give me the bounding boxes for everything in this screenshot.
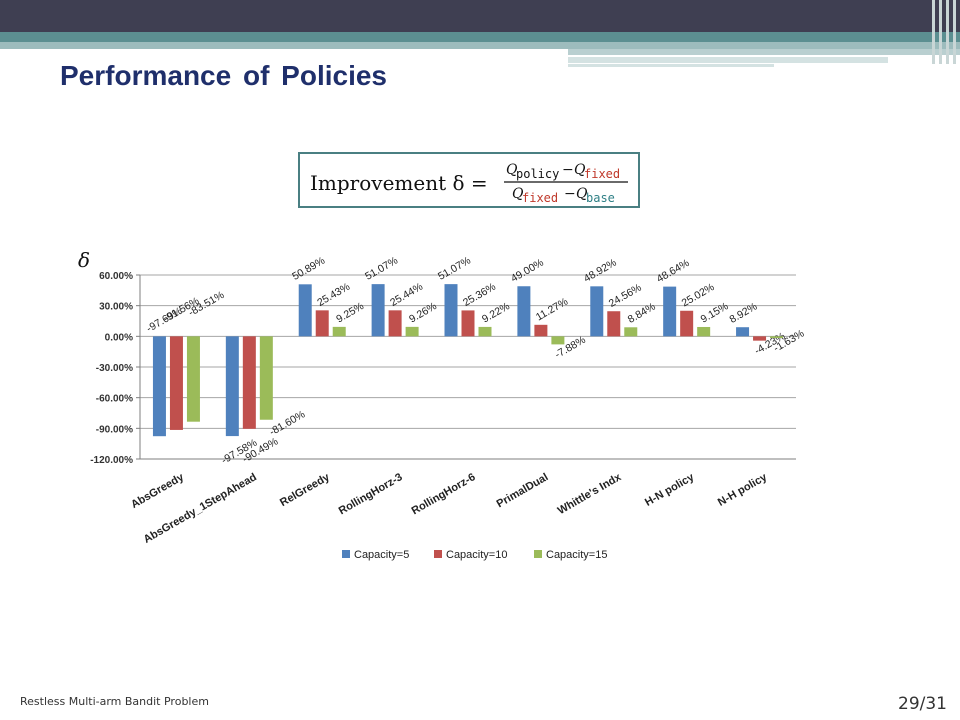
formula-den-q1: Q bbox=[512, 186, 524, 202]
y-tick-label: -120.00% bbox=[90, 455, 133, 466]
bar-capacity-15 bbox=[332, 326, 346, 337]
data-label: 11.27% bbox=[534, 296, 570, 324]
data-label: 25.36% bbox=[461, 281, 498, 309]
formula-den-q2: Q bbox=[576, 186, 588, 202]
formula-den-minus: − bbox=[564, 186, 576, 202]
bar-capacity-5 bbox=[663, 286, 677, 337]
y-tick-label: 60.00% bbox=[99, 271, 133, 282]
bar-capacity-5 bbox=[225, 336, 239, 437]
formula-lhs: Improvement δ = bbox=[310, 171, 488, 195]
bar-capacity-5 bbox=[444, 284, 458, 337]
formula-num-sub1: policy bbox=[516, 167, 559, 181]
y-tick-label: -30.00% bbox=[96, 363, 133, 374]
bar-capacity-5 bbox=[371, 284, 385, 337]
improvement-formula-box: Improvement δ = Q policy − Q fixed Q fix… bbox=[298, 152, 640, 208]
bar-capacity-15 bbox=[551, 336, 565, 345]
x-category-label: RollingHorz-6 bbox=[410, 471, 478, 517]
data-label: -1.63% bbox=[772, 328, 807, 355]
data-label: 49.00% bbox=[509, 257, 546, 285]
x-category-label: RelGreedy bbox=[278, 471, 332, 509]
data-label: 25.02% bbox=[680, 281, 717, 309]
y-tick-label: -90.00% bbox=[96, 424, 133, 435]
bar-capacity-15 bbox=[259, 336, 273, 420]
legend-swatch bbox=[434, 550, 442, 558]
x-category-label: N-H policy bbox=[716, 471, 770, 509]
data-label: 8.84% bbox=[626, 301, 658, 326]
header-accent-band-2 bbox=[568, 57, 888, 63]
header-accent-band bbox=[568, 49, 960, 55]
bar-capacity-10 bbox=[169, 336, 183, 430]
legend-label: Capacity=10 bbox=[446, 549, 507, 561]
header-dark-bar bbox=[0, 0, 960, 32]
data-label: 25.44% bbox=[388, 281, 425, 309]
data-label: -81.60% bbox=[267, 408, 307, 438]
bar-capacity-10 bbox=[607, 311, 621, 337]
data-label: 9.15% bbox=[699, 300, 731, 325]
formula-den-sub2: base bbox=[586, 191, 615, 205]
bar-capacity-10 bbox=[388, 310, 402, 337]
x-category-label: PrimalDual bbox=[495, 471, 551, 510]
legend-swatch bbox=[342, 550, 350, 558]
y-tick-label: 0.00% bbox=[105, 332, 133, 343]
formula-num-q1: Q bbox=[506, 162, 518, 178]
data-label: 51.07% bbox=[363, 255, 400, 283]
y-tick-label: 30.00% bbox=[99, 302, 133, 313]
x-category-label: Whittle's Indx bbox=[556, 471, 624, 517]
bar-capacity-10 bbox=[242, 336, 256, 429]
footer-title: Restless Multi-arm Bandit Problem bbox=[20, 695, 209, 708]
data-label: -83.51% bbox=[186, 289, 226, 319]
data-label: 50.89% bbox=[290, 255, 327, 283]
formula-den-sub1: fixed bbox=[522, 191, 558, 205]
header-light-band bbox=[0, 42, 960, 49]
data-label: 48.92% bbox=[582, 257, 619, 285]
formula-num-minus: − bbox=[562, 162, 574, 178]
legend-label: Capacity=5 bbox=[354, 549, 409, 561]
bar-capacity-10 bbox=[534, 324, 548, 337]
data-label: 48.64% bbox=[655, 257, 692, 285]
data-label: 8.92% bbox=[728, 301, 760, 326]
data-label: 9.22% bbox=[480, 300, 512, 325]
legend-label: Capacity=15 bbox=[546, 549, 607, 561]
bar-capacity-5 bbox=[517, 286, 531, 337]
data-label: 51.07% bbox=[436, 255, 473, 283]
bar-capacity-15 bbox=[697, 326, 711, 337]
bar-capacity-10 bbox=[753, 336, 767, 341]
bar-capacity-15 bbox=[405, 326, 419, 337]
y-axis-symbol: δ bbox=[78, 248, 91, 272]
performance-bar-chart: 60.00% 30.00% 0.00% -30.00% -60.00% -90.00% -1… bbox=[90, 255, 807, 561]
data-label: 25.43% bbox=[315, 281, 352, 309]
bar-capacity-15 bbox=[624, 327, 638, 337]
bar-capacity-15 bbox=[186, 336, 200, 422]
bar-capacity-15 bbox=[770, 336, 784, 338]
bar-capacity-10 bbox=[680, 310, 694, 337]
bar-capacity-10 bbox=[315, 310, 329, 337]
bar-capacity-15 bbox=[478, 326, 492, 337]
bar-capacity-10 bbox=[461, 310, 475, 337]
data-label: 9.25% bbox=[334, 300, 366, 325]
header-accent-band-3 bbox=[568, 64, 774, 67]
y-tick-label: -60.00% bbox=[96, 394, 133, 405]
x-category-label: AbsGreedy bbox=[129, 471, 187, 511]
header-corner-stripes bbox=[930, 0, 960, 64]
x-category-label: RollingHorz-3 bbox=[337, 471, 405, 517]
data-label: 9.26% bbox=[407, 300, 439, 325]
bar-capacity-5 bbox=[298, 284, 312, 337]
slide-title: Performance of Policies bbox=[60, 60, 388, 91]
legend-swatch bbox=[534, 550, 542, 558]
header-teal-band bbox=[0, 32, 960, 42]
bar-capacity-5 bbox=[590, 286, 604, 337]
formula-num-q2: Q bbox=[574, 162, 586, 178]
x-category-label: H-N policy bbox=[643, 471, 697, 509]
improvement-formula: Improvement δ = Q policy − Q fixed Q fix… bbox=[310, 162, 628, 205]
page-number: 29/31 bbox=[898, 694, 947, 714]
bar-capacity-5 bbox=[152, 336, 166, 437]
formula-num-sub2: fixed bbox=[584, 167, 620, 181]
bar-capacity-5 bbox=[736, 327, 750, 337]
